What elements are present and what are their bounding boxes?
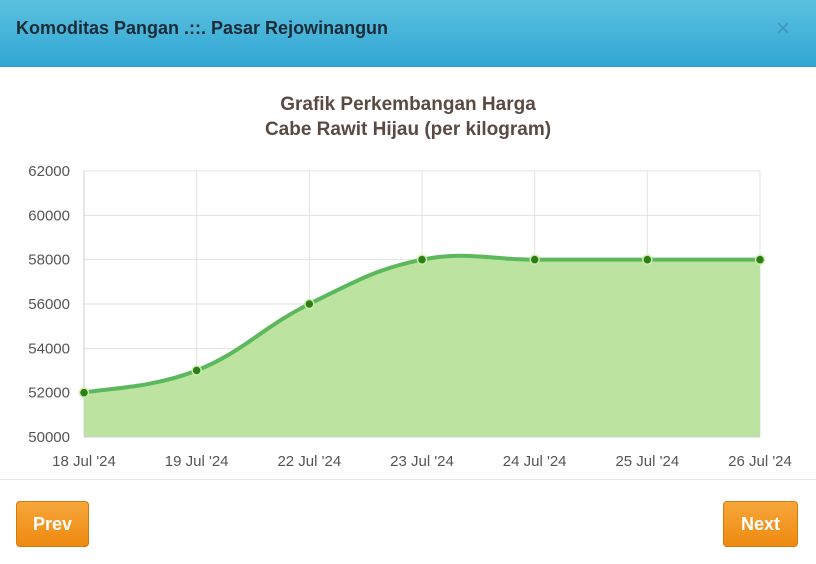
y-tick-label: 52000 [28, 385, 70, 402]
y-tick-label: 54000 [28, 340, 70, 357]
modal-header: Komoditas Pangan .::. Pasar Rejowinangun… [0, 0, 816, 67]
chart-title: Grafik Perkembangan Harga [280, 94, 536, 115]
x-tick-label: 23 Jul '24 [390, 453, 454, 470]
x-tick-label: 25 Jul '24 [615, 453, 679, 470]
area-fill [84, 255, 760, 437]
x-tick-label: 24 Jul '24 [503, 453, 567, 470]
chart-subtitle: Cabe Rawit Hijau (per kilogram) [264, 119, 552, 140]
y-tick-label: 56000 [28, 296, 70, 313]
data-point [304, 298, 315, 310]
x-tick-label: 22 Jul '24 [277, 453, 341, 470]
modal-title: Komoditas Pangan .::. Pasar Rejowinangun [16, 18, 389, 38]
x-tick-label: 26 Jul '24 [728, 453, 792, 470]
x-tick-label: 19 Jul '24 [165, 453, 229, 470]
y-tick-label: 62000 [28, 163, 70, 180]
data-point [191, 365, 202, 376]
price-chart: Grafik Perkembangan Harga Cabe Rawit Hij… [0, 67, 816, 479]
y-tick-label: 50000 [28, 429, 70, 446]
chart-canvas: 50000 52000 54000 56000 58000 60000 62000 18 Ju… [28, 163, 792, 470]
data-point [416, 254, 428, 265]
x-tick-label: 18 Jul '24 [52, 453, 116, 470]
close-icon[interactable]: × [775, 15, 790, 42]
next-button[interactable]: Next [723, 501, 798, 547]
data-point [78, 387, 90, 398]
data-point [642, 254, 653, 265]
y-tick-label: 58000 [28, 252, 70, 269]
data-point [529, 254, 540, 265]
data-point [754, 254, 766, 265]
modal-footer: Prev Next [0, 479, 816, 564]
prev-button[interactable]: Prev [16, 501, 89, 547]
y-tick-label: 60000 [28, 207, 70, 224]
